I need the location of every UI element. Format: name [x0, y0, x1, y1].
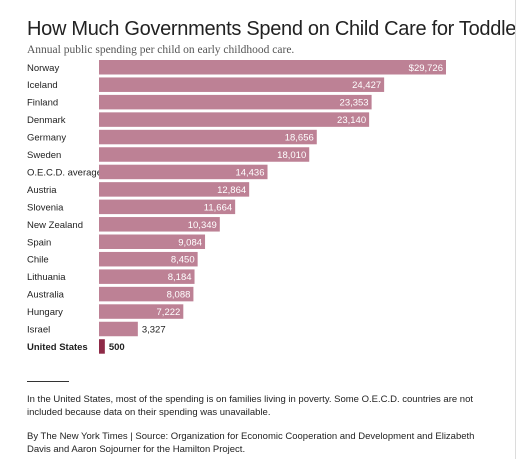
value-label: 14,436 [235, 167, 264, 178]
category-label: Sweden [27, 150, 61, 161]
value-label: 8,088 [167, 290, 191, 301]
category-label: Hungary [27, 307, 63, 318]
value-label: 18,010 [277, 150, 306, 161]
bar [99, 112, 370, 127]
category-label: Norway [27, 63, 59, 74]
value-label: 3,327 [142, 325, 166, 336]
bar [99, 217, 220, 232]
value-label: 12,864 [217, 185, 246, 196]
value-label: 8,450 [171, 255, 195, 266]
bar [99, 269, 195, 284]
bar [99, 199, 236, 215]
value-label: 9,084 [178, 237, 202, 248]
category-label: United States [27, 342, 88, 353]
bar [99, 147, 310, 162]
value-label: $29,726 [409, 63, 443, 74]
value-label: 10,349 [188, 220, 217, 231]
bar [99, 339, 105, 354]
category-label: Spain [27, 237, 51, 248]
bar [99, 286, 194, 302]
category-label: Germany [27, 133, 66, 144]
bar [99, 94, 372, 110]
bar [99, 182, 250, 197]
chart-title: How Much Governments Spend on Child Care… [27, 18, 516, 40]
value-label: 7,222 [157, 307, 181, 318]
category-label: Chile [27, 255, 49, 266]
value-label: 500 [109, 342, 125, 353]
chart-subtitle: Annual public spending per child on earl… [27, 44, 295, 56]
bar [99, 251, 198, 267]
category-label: Australia [27, 290, 65, 301]
category-label: Israel [27, 325, 50, 336]
bar-chart: Norway $29,726 Iceland 24,427 Finland 23,353 D… [27, 60, 446, 354]
category-label: Denmark [27, 115, 66, 126]
value-label: 11,664 [204, 202, 232, 213]
value-label: 23,140 [337, 115, 366, 126]
bar [99, 321, 138, 337]
value-label: 23,353 [340, 98, 369, 109]
footnote-divider [27, 381, 69, 382]
bar [99, 304, 184, 319]
bar [99, 60, 446, 75]
bar [99, 234, 206, 249]
bar [99, 77, 385, 92]
category-label: O.E.C.D. average [27, 167, 102, 178]
footnote-text: In the United States, most of the spendi… [27, 394, 474, 418]
value-label: 24,427 [352, 80, 381, 91]
category-label: Iceland [27, 80, 58, 91]
bar [99, 164, 268, 180]
category-label: New Zealand [27, 220, 83, 231]
category-label: Lithuania [27, 272, 66, 283]
value-label: 8,184 [168, 272, 192, 283]
source-credit: By The New York Times | Source: Organiza… [27, 431, 475, 455]
value-label: 18,656 [285, 133, 314, 144]
category-label: Finland [27, 98, 58, 109]
bar [99, 129, 317, 145]
category-label: Slovenia [27, 202, 64, 213]
category-label: Austria [27, 185, 57, 196]
